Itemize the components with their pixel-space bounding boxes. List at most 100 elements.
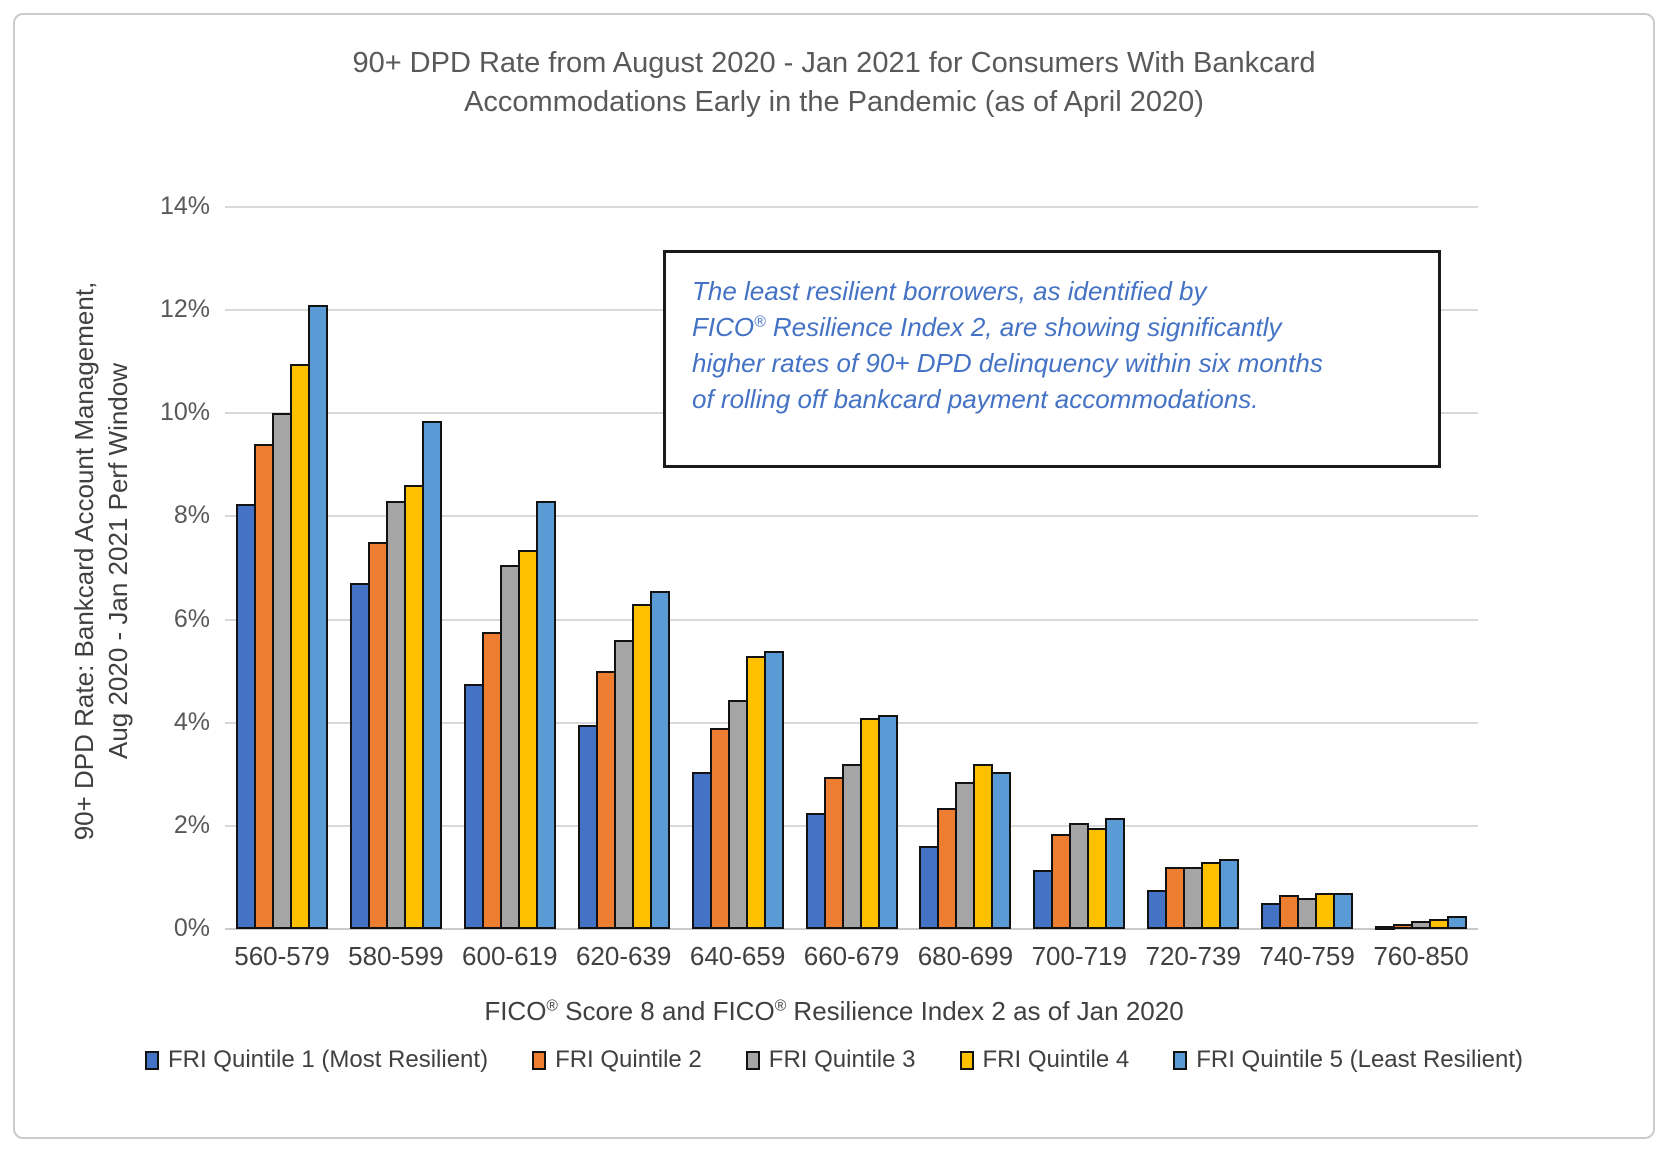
chart-title: 90+ DPD Rate from August 2020 - Jan 2021… bbox=[0, 44, 1668, 122]
bar-640-659-quintile-3 bbox=[727, 699, 748, 929]
bar-700-719-quintile-2 bbox=[1051, 833, 1072, 929]
bar-760-850-quintile-2 bbox=[1393, 923, 1414, 929]
bar-720-739-quintile-1 bbox=[1147, 890, 1168, 929]
bar-640-659-quintile-2 bbox=[709, 727, 730, 929]
bar-640-659-quintile-5 bbox=[763, 650, 784, 929]
x-tick-label: 660-679 bbox=[803, 941, 900, 971]
x-tick-label: 720-739 bbox=[1145, 941, 1241, 971]
registered-mark: ® bbox=[546, 997, 558, 1015]
legend-swatch-icon bbox=[745, 1050, 760, 1070]
bar-700-719-quintile-1 bbox=[1033, 869, 1054, 929]
bar-660-679-quintile-4 bbox=[859, 717, 880, 929]
x-tick-label: 600-619 bbox=[462, 941, 558, 971]
gridline-8pct bbox=[225, 515, 1478, 518]
x-tick-label: 580-599 bbox=[348, 941, 444, 971]
annotation-line: FICO® Resilience Index 2, are showing si… bbox=[692, 312, 1282, 342]
bar-660-679-quintile-3 bbox=[841, 763, 862, 929]
bar-700-719-quintile-3 bbox=[1069, 823, 1090, 929]
x-tick-label: 560-579 bbox=[234, 941, 330, 971]
chart-title-line1: 90+ DPD Rate from August 2020 - Jan 2021… bbox=[352, 47, 1316, 79]
registered-mark: ® bbox=[774, 997, 787, 1015]
legend-swatch-icon bbox=[532, 1050, 547, 1070]
x-tick-label: 700-719 bbox=[1031, 941, 1128, 971]
bar-580-599-quintile-5 bbox=[421, 421, 442, 929]
bar-600-619-quintile-4 bbox=[517, 549, 538, 929]
bar-560-579-quintile-4 bbox=[289, 364, 310, 929]
annotation-line: The least resilient borrowers, as identi… bbox=[692, 276, 1207, 306]
legend-item-quintile-3: FRI Quintile 3 bbox=[745, 1046, 916, 1074]
bar-660-679-quintile-2 bbox=[823, 776, 844, 929]
bar-620-639-quintile-1 bbox=[577, 725, 598, 929]
bar-760-850-quintile-3 bbox=[1411, 921, 1432, 929]
gridline-0pct bbox=[225, 928, 1478, 930]
bar-680-699-quintile-4 bbox=[973, 763, 994, 929]
bar-740-759-quintile-3 bbox=[1297, 898, 1318, 929]
bar-580-599-quintile-3 bbox=[385, 500, 406, 929]
bar-760-850-quintile-1 bbox=[1375, 926, 1396, 930]
gridline-14pct bbox=[225, 206, 1478, 208]
legend-item-quintile-4: FRI Quintile 4 bbox=[959, 1046, 1130, 1074]
chart-title-line2: Accommodations Early in the Pandemic (as… bbox=[464, 86, 1204, 118]
x-tick-label: 760-850 bbox=[1373, 941, 1469, 971]
bar-640-659-quintile-4 bbox=[745, 655, 766, 929]
legend-label: FRI Quintile 1 (Most Resilient) bbox=[167, 1046, 489, 1073]
bar-620-639-quintile-3 bbox=[613, 640, 634, 929]
annotation-box: The least resilient borrowers, as identi… bbox=[663, 250, 1441, 468]
bar-700-719-quintile-5 bbox=[1105, 818, 1126, 929]
bar-660-679-quintile-5 bbox=[877, 714, 898, 929]
bar-680-699-quintile-1 bbox=[919, 846, 940, 929]
bar-680-699-quintile-5 bbox=[991, 771, 1012, 929]
x-tick-label: 620-639 bbox=[575, 941, 672, 971]
bar-580-599-quintile-4 bbox=[403, 485, 424, 929]
legend-label: FRI Quintile 4 bbox=[982, 1046, 1130, 1073]
bar-680-699-quintile-3 bbox=[955, 782, 976, 929]
annotation-line: higher rates of 90+ DPD delinquency with… bbox=[692, 348, 1323, 378]
bar-560-579-quintile-1 bbox=[235, 503, 256, 929]
legend-item-quintile-2: FRI Quintile 2 bbox=[532, 1046, 702, 1074]
y-tick-label: 6% bbox=[173, 604, 210, 633]
bar-560-579-quintile-5 bbox=[307, 304, 328, 929]
bar-600-619-quintile-1 bbox=[463, 684, 484, 929]
bar-560-579-quintile-2 bbox=[253, 444, 274, 929]
x-tick-label: 740-759 bbox=[1259, 941, 1355, 971]
bar-660-679-quintile-1 bbox=[805, 812, 826, 929]
y-tick-label: 10% bbox=[159, 398, 210, 427]
y-tick-label: 8% bbox=[173, 501, 210, 530]
bar-580-599-quintile-1 bbox=[349, 583, 370, 929]
bar-740-759-quintile-5 bbox=[1333, 892, 1354, 929]
bar-760-850-quintile-4 bbox=[1429, 918, 1450, 929]
bar-560-579-quintile-3 bbox=[271, 413, 292, 929]
bar-640-659-quintile-1 bbox=[691, 771, 712, 929]
bar-720-739-quintile-5 bbox=[1219, 859, 1240, 929]
legend-swatch-icon bbox=[144, 1050, 159, 1070]
bar-580-599-quintile-2 bbox=[367, 542, 388, 929]
bar-620-639-quintile-5 bbox=[649, 591, 670, 929]
legend-label: FRI Quintile 2 bbox=[555, 1046, 702, 1073]
y-tick-label: 2% bbox=[173, 810, 210, 839]
bar-720-739-quintile-3 bbox=[1183, 867, 1204, 929]
bar-600-619-quintile-5 bbox=[535, 500, 556, 929]
legend-swatch-icon bbox=[1173, 1050, 1188, 1070]
legend-label: FRI Quintile 5 (Least Resilient) bbox=[1196, 1046, 1524, 1073]
annotation-line: of rolling off bankcard payment accommod… bbox=[692, 384, 1259, 414]
y-tick-label: 4% bbox=[173, 707, 210, 736]
registered-mark: ® bbox=[754, 313, 766, 331]
bar-760-850-quintile-5 bbox=[1447, 916, 1468, 929]
legend: FRI Quintile 1 (Most Resilient) FRI Quint… bbox=[0, 1046, 1668, 1074]
legend-label: FRI Quintile 3 bbox=[768, 1046, 916, 1073]
legend-item-quintile-1: FRI Quintile 1 (Most Resilient) bbox=[144, 1046, 489, 1074]
bar-600-619-quintile-2 bbox=[481, 632, 502, 929]
bar-620-639-quintile-2 bbox=[595, 671, 616, 929]
bar-620-639-quintile-4 bbox=[631, 604, 652, 929]
bar-720-739-quintile-2 bbox=[1165, 867, 1186, 929]
bar-720-739-quintile-4 bbox=[1201, 861, 1222, 929]
x-tick-label: 680-699 bbox=[917, 941, 1014, 971]
x-tick-label: 640-659 bbox=[689, 941, 786, 971]
bar-740-759-quintile-1 bbox=[1261, 903, 1282, 929]
bar-740-759-quintile-4 bbox=[1315, 892, 1336, 929]
y-tick-label: 14% bbox=[159, 192, 210, 220]
bar-740-759-quintile-2 bbox=[1279, 895, 1300, 929]
bar-600-619-quintile-3 bbox=[499, 565, 520, 929]
legend-item-quintile-5: FRI Quintile 5 (Least Resilient) bbox=[1173, 1046, 1523, 1074]
